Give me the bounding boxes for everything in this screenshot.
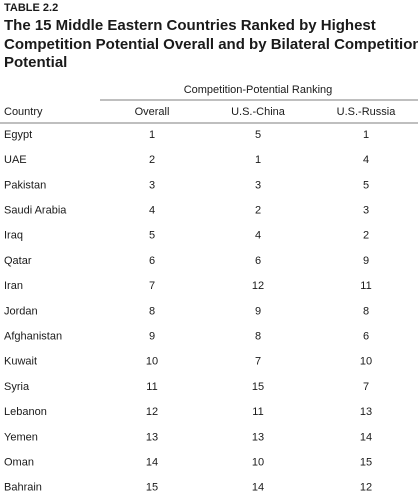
cell: 14	[146, 457, 158, 469]
cell: 14	[360, 431, 372, 443]
cell: 15	[146, 482, 158, 494]
cell: 13	[146, 431, 158, 443]
row-label: Syria	[4, 381, 30, 393]
cell: 6	[149, 255, 155, 267]
cell: 9	[363, 255, 369, 267]
cell: 5	[363, 179, 369, 191]
row-label: Iran	[4, 280, 23, 292]
cell: 14	[252, 482, 264, 494]
cell: 2	[149, 154, 155, 166]
cell: 11	[146, 381, 157, 393]
cell: 12	[252, 280, 264, 292]
row-label: Qatar	[4, 255, 32, 267]
row-label: Saudi Arabia	[4, 205, 67, 217]
column-header: U.S.-China	[231, 106, 286, 118]
cell: 13	[252, 431, 264, 443]
cell: 12	[360, 482, 372, 494]
column-header: U.S.-Russia	[337, 106, 397, 118]
cell: 1	[255, 154, 261, 166]
row-label: Egypt	[4, 129, 32, 141]
row-label: Jordan	[4, 305, 38, 317]
cell: 2	[255, 205, 261, 217]
row-label: UAE	[4, 154, 27, 166]
cell: 3	[363, 205, 369, 217]
group-header: Competition-Potential Ranking	[184, 84, 333, 96]
row-label: Iraq	[4, 230, 23, 242]
cell: 15	[252, 381, 264, 393]
cell: 5	[255, 129, 261, 141]
cell: 11	[252, 406, 263, 418]
cell: 13	[360, 406, 372, 418]
row-label: Yemen	[4, 431, 38, 443]
cell: 8	[363, 305, 369, 317]
cell: 4	[149, 205, 155, 217]
cell: 1	[149, 129, 155, 141]
cell: 4	[255, 230, 261, 242]
row-label: Oman	[4, 457, 34, 469]
cell: 6	[255, 255, 261, 267]
cell: 7	[363, 381, 369, 393]
cell: 9	[255, 305, 261, 317]
cell: 8	[255, 331, 261, 343]
cell: 6	[363, 331, 369, 343]
title-line: Competition Potential Overall and by Bil…	[4, 36, 418, 53]
row-label: Lebanon	[4, 406, 47, 418]
cell: 12	[146, 406, 158, 418]
title-line: Potential	[4, 54, 67, 71]
table-label: TABLE 2.2	[4, 2, 58, 14]
cell: 8	[149, 305, 155, 317]
cell: 11	[360, 280, 371, 292]
cell: 7	[255, 356, 261, 368]
cell: 7	[149, 280, 155, 292]
row-label: Afghanistan	[4, 331, 62, 343]
row-label: Bahrain	[4, 482, 42, 494]
column-header: Country	[4, 106, 43, 118]
cell: 1	[363, 129, 369, 141]
cell: 2	[363, 230, 369, 242]
cell: 10	[146, 356, 158, 368]
title-line: The 15 Middle Eastern Countries Ranked b…	[4, 17, 376, 34]
cell: 15	[360, 457, 372, 469]
cell: 4	[363, 154, 369, 166]
cell: 3	[149, 179, 155, 191]
column-header: Overall	[135, 106, 170, 118]
cell: 5	[149, 230, 155, 242]
row-label: Pakistan	[4, 179, 46, 191]
row-label: Kuwait	[4, 356, 37, 368]
cell: 10	[360, 356, 372, 368]
cell: 10	[252, 457, 264, 469]
cell: 9	[149, 331, 155, 343]
cell: 3	[255, 179, 261, 191]
